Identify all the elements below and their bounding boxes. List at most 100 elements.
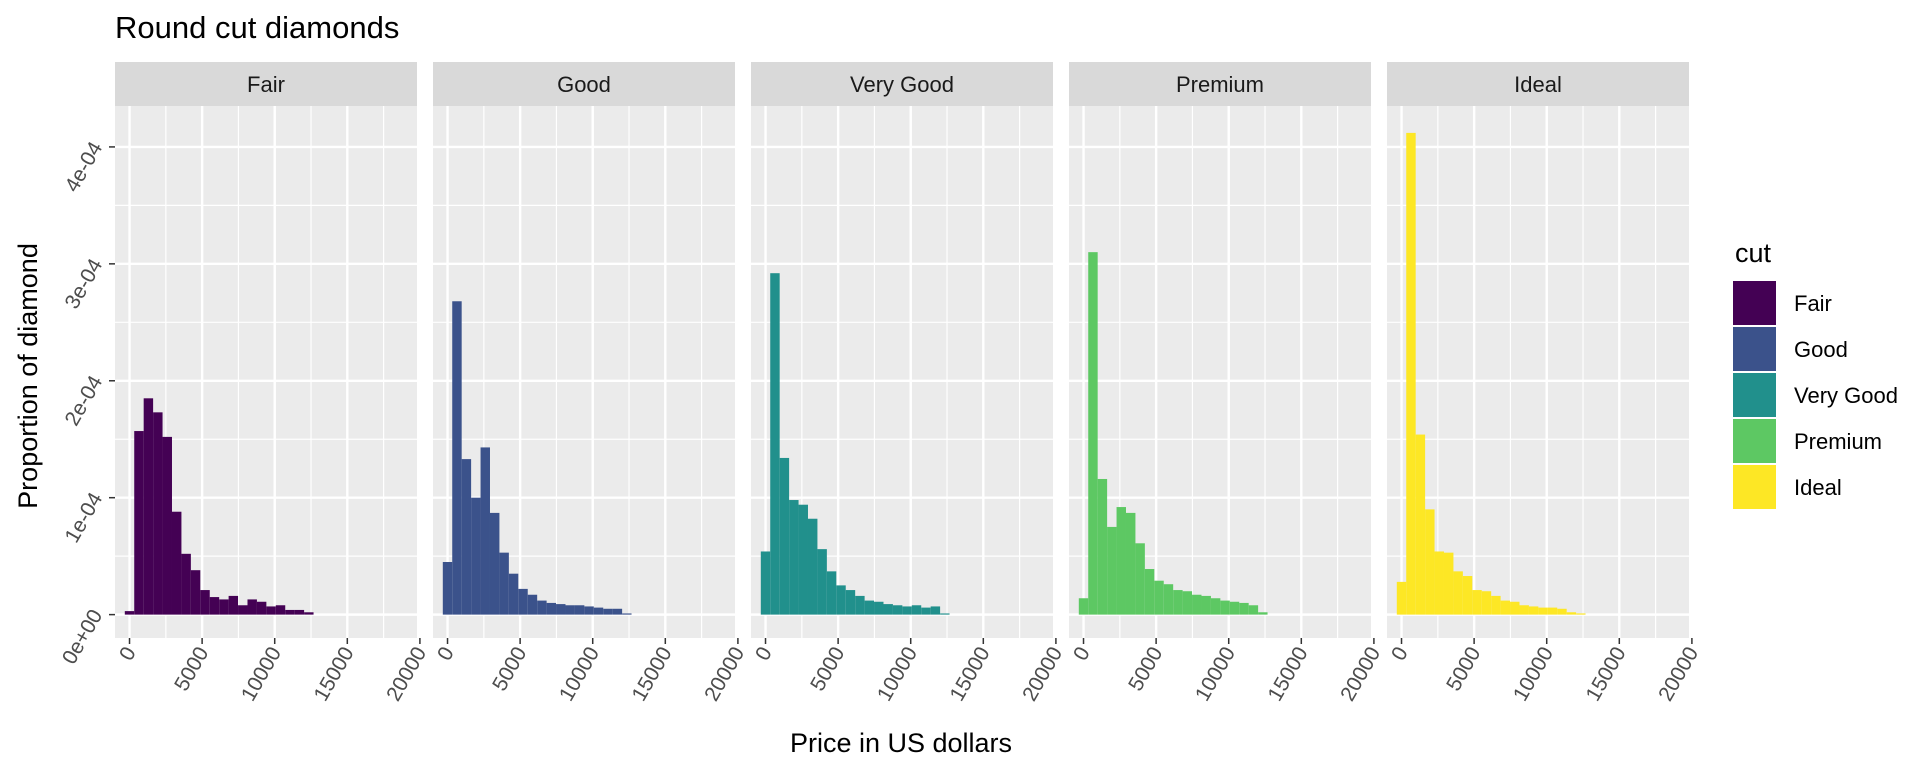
legend-label: Very Good: [1794, 383, 1898, 408]
histogram-bar: [574, 605, 585, 615]
histogram-bar: [1491, 595, 1501, 615]
histogram-bar: [921, 607, 931, 615]
histogram-bar: [143, 398, 154, 615]
histogram-bar: [826, 571, 837, 615]
histogram-bar: [1415, 434, 1426, 615]
x-tick-label: 5000: [488, 643, 531, 695]
legend-key: [1733, 327, 1776, 371]
histogram-bar: [546, 602, 557, 615]
histogram-bar: [219, 599, 229, 615]
histogram-bar: [1135, 543, 1145, 615]
facet-panels: Fair 0 5000 10000 15000 20000 Good 0 5000 10000 15…: [58, 62, 1703, 705]
facet-panel-ideal: Ideal 0 5000 10000 15000 20000: [1387, 62, 1703, 705]
histogram-bar: [190, 570, 201, 615]
histogram-bar: [171, 511, 182, 615]
x-tick-label: 15000: [628, 643, 677, 705]
histogram-bar: [760, 551, 771, 615]
y-tick-label: 2e-04: [61, 371, 108, 429]
histogram-bar: [779, 457, 790, 615]
legend-item: Ideal: [1733, 465, 1842, 509]
histogram-bar: [1510, 601, 1520, 615]
histogram-bar: [1396, 581, 1407, 615]
histogram-bar: [1248, 605, 1259, 615]
legend-key: [1733, 465, 1776, 509]
histogram-bars: [760, 273, 950, 615]
histogram-bar: [603, 608, 613, 615]
histogram-bar: [247, 599, 257, 615]
histogram-bar: [855, 595, 865, 615]
facet-panel-premium: Premium 0 5000 10000 15000 20000: [1069, 62, 1385, 705]
histogram-bar: [275, 605, 286, 615]
histogram-bar: [200, 590, 210, 615]
facet-panel-fair: Fair 0 5000 10000 15000 20000: [115, 62, 431, 705]
histogram-bar: [153, 412, 163, 615]
histogram-bar: [930, 606, 941, 615]
histogram-bars: [1396, 132, 1586, 615]
histogram-bar: [228, 595, 239, 615]
x-tick-label: 15000: [310, 643, 359, 705]
histogram-bar: [1088, 252, 1098, 615]
histogram-bar: [940, 613, 950, 615]
histogram-bar: [1220, 600, 1230, 615]
histogram-bar: [770, 273, 780, 615]
histogram-bar: [1547, 607, 1558, 615]
histogram-bar: [461, 459, 472, 615]
histogram-bar: [518, 588, 528, 615]
histogram-bar: [1519, 605, 1529, 615]
legend-item: Very Good: [1733, 373, 1898, 417]
legend-title: cut: [1735, 238, 1772, 268]
x-tick-label: 15000: [946, 643, 995, 705]
histogram-bar: [1425, 509, 1435, 615]
legend-label: Ideal: [1794, 475, 1842, 500]
histogram-bar: [1434, 551, 1444, 615]
histogram-bar: [480, 447, 490, 615]
legend: cut Fair Good Very Good Premium Ideal: [1733, 238, 1898, 509]
legend-item: Good: [1733, 327, 1848, 371]
histogram-bar: [845, 590, 856, 615]
histogram-bar: [1576, 613, 1586, 615]
legend-label: Premium: [1794, 429, 1882, 454]
facet-strip-label: Good: [557, 72, 611, 97]
histogram-bar: [902, 606, 912, 615]
histogram-bar: [836, 585, 846, 615]
x-tick-label: 0: [115, 643, 141, 665]
histogram-bar: [1462, 576, 1473, 615]
histogram-bars: [124, 398, 314, 615]
facet-panel-good: Good 0 5000 10000 15000 20000: [433, 62, 749, 705]
x-tick-label: 15000: [1582, 643, 1631, 705]
y-tick-label: 1e-04: [61, 488, 108, 546]
histogram-bar: [124, 611, 135, 615]
histogram-bar: [1443, 552, 1454, 615]
histogram-bar: [864, 600, 875, 615]
histogram-bar: [285, 609, 295, 615]
histogram-bars: [1078, 252, 1268, 615]
facet-strip: [1387, 62, 1689, 106]
histogram-bar: [508, 573, 519, 615]
facet-strip-label: Ideal: [1514, 72, 1562, 97]
facet-strip-label: Fair: [247, 72, 285, 97]
x-tick-label: 0: [1069, 643, 1095, 665]
histogram-bar: [1566, 612, 1577, 615]
histogram-bar: [874, 601, 884, 615]
histogram-bar: [1229, 601, 1240, 615]
histogram-bar: [911, 605, 922, 615]
y-axis-title: Proportion of diamond: [13, 243, 43, 509]
histogram-bar: [1406, 132, 1416, 615]
legend-label: Good: [1794, 337, 1848, 362]
facet-strip-label: Very Good: [850, 72, 954, 97]
histogram-bar: [304, 612, 314, 615]
histogram-bar: [1192, 594, 1202, 615]
facet-panel-very-good: Very Good 0 5000 10000 15000 20000: [751, 62, 1067, 705]
histogram-bar: [789, 500, 799, 615]
histogram-bar: [266, 606, 276, 615]
x-tick-label: 5000: [806, 643, 849, 695]
histogram-bar: [1258, 612, 1268, 615]
x-tick-label: 10000: [873, 643, 922, 705]
facet-strip: [1069, 62, 1371, 106]
histogram-bar: [883, 604, 893, 615]
y-axis: 0e+00 1e-04 2e-04 3e-04 4e-04: [58, 138, 115, 668]
histogram-bar: [134, 431, 144, 615]
histogram-bar: [798, 504, 808, 615]
facet-strip: [115, 62, 417, 106]
x-tick-label: 10000: [1191, 643, 1240, 705]
